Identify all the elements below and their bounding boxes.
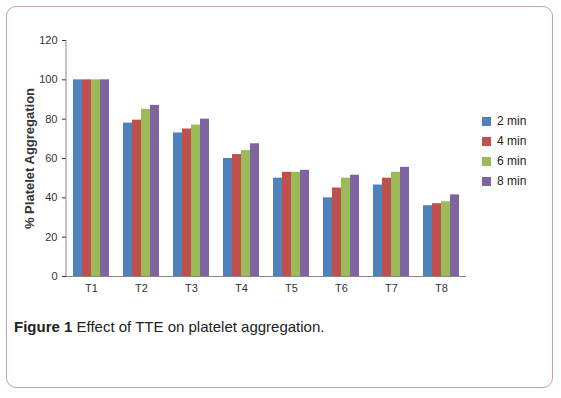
svg-text:T1: T1 xyxy=(85,282,98,294)
svg-text:T2: T2 xyxy=(135,282,148,294)
html-text:8 min: 8 min xyxy=(497,174,527,188)
svg-text:T3: T3 xyxy=(185,282,198,294)
svg-text:60: 60 xyxy=(45,152,57,164)
svg-text:40: 40 xyxy=(45,191,57,203)
svg-text:T4: T4 xyxy=(235,282,248,294)
svg-text:20: 20 xyxy=(45,231,57,243)
svg-text:100: 100 xyxy=(39,73,57,85)
svg-text:T5: T5 xyxy=(285,282,298,294)
svg-text:120: 120 xyxy=(39,34,57,46)
svg-text:T7: T7 xyxy=(385,282,398,294)
html-text:2 min: 2 min xyxy=(497,114,527,128)
html-text:6 min: 6 min xyxy=(497,154,527,168)
html-text:4 min: 4 min xyxy=(497,134,527,148)
svg-text:% Platelet Aggregation: % Platelet Aggregation xyxy=(22,88,37,229)
svg-text:T6: T6 xyxy=(335,282,348,294)
svg-text:T8: T8 xyxy=(435,282,448,294)
svg-text:0: 0 xyxy=(51,270,57,282)
html-text:Figure 1 Effect of TTE on plat: Figure 1 Effect of TTE on platelet aggre… xyxy=(14,318,325,335)
svg-text:80: 80 xyxy=(45,113,57,125)
